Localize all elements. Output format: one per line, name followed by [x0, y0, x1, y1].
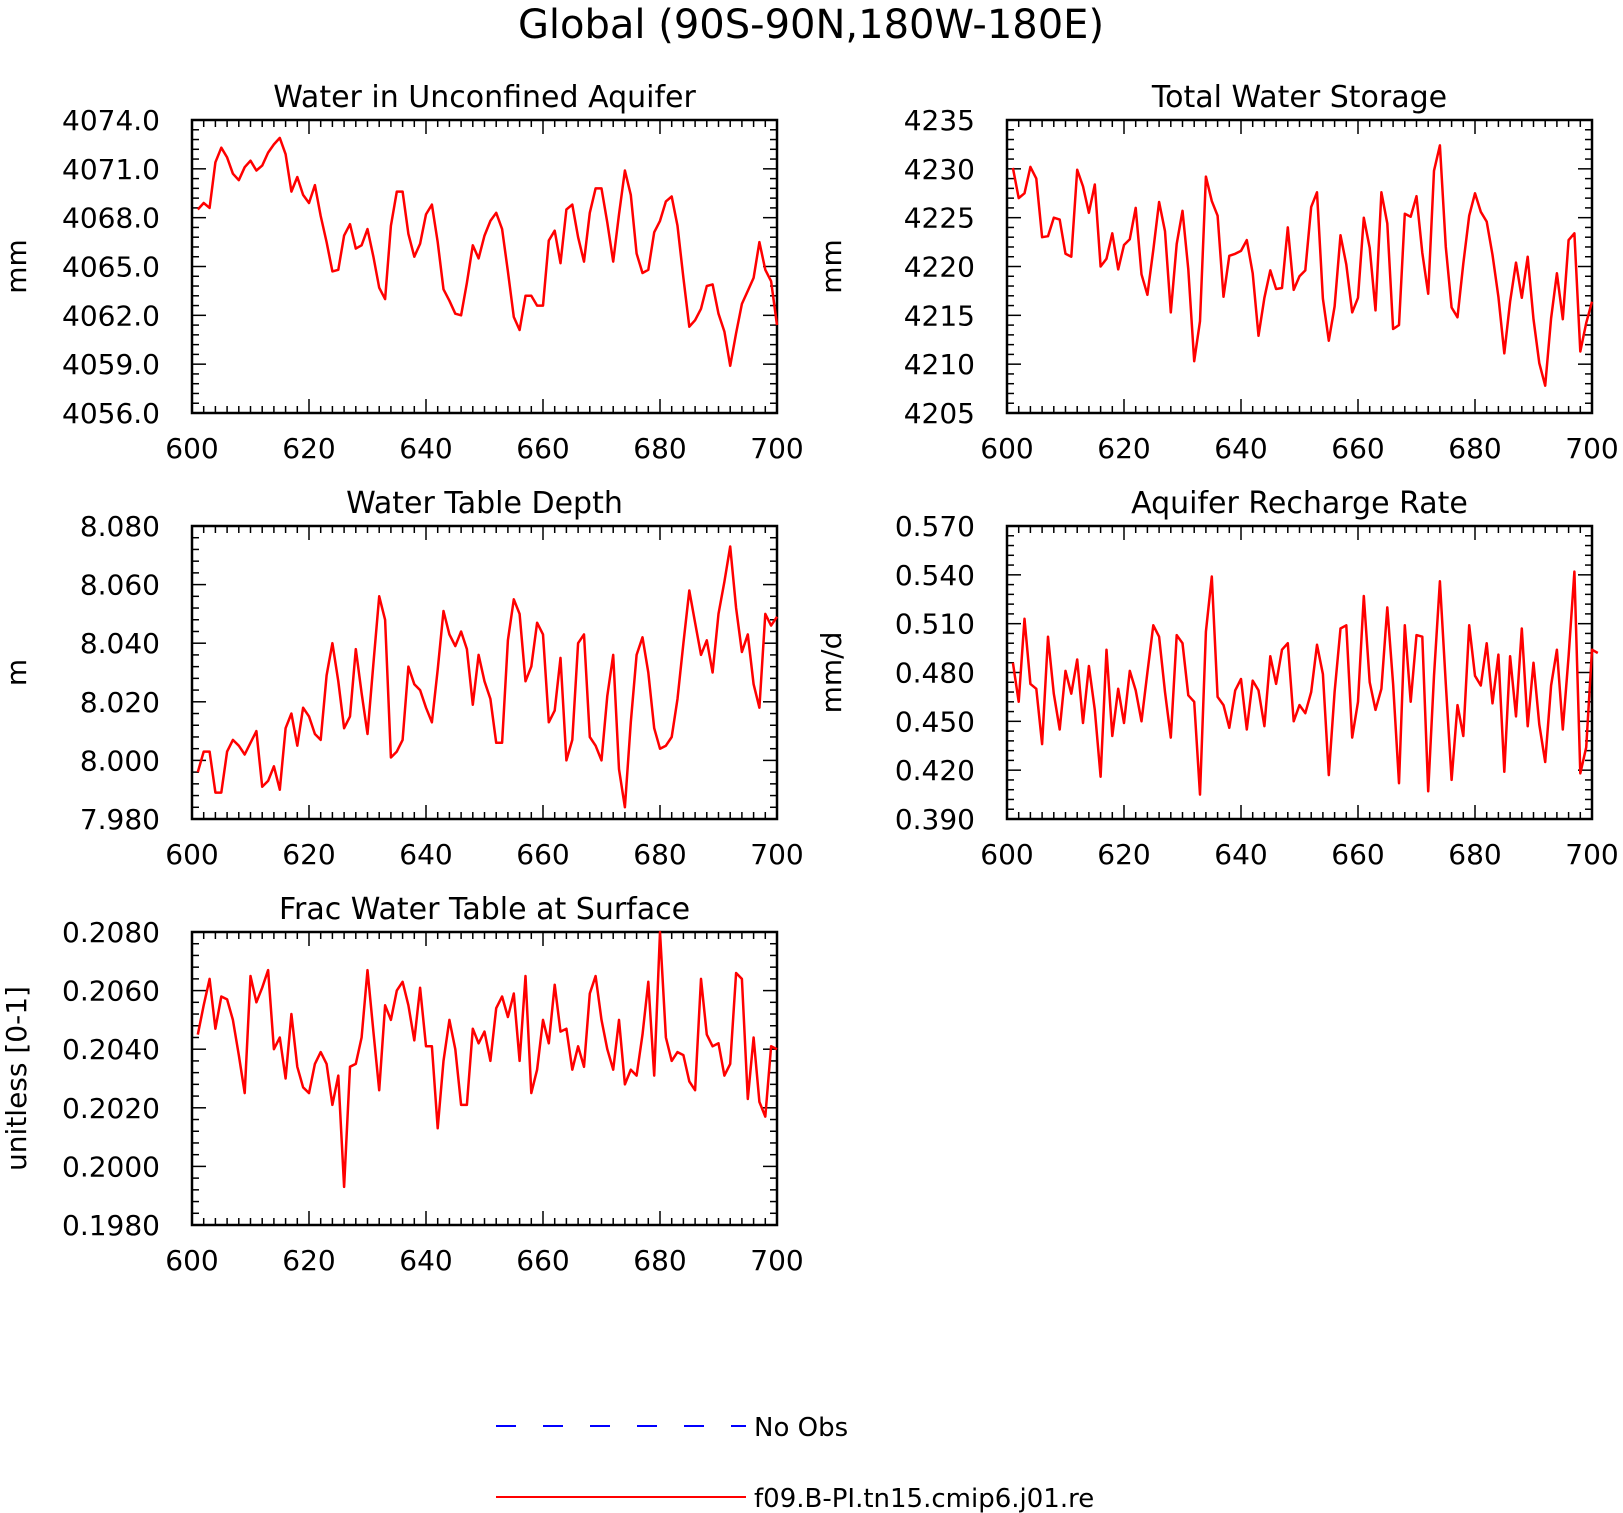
y-tick-label: 0.2080	[62, 916, 160, 949]
y-tick-label: 4220	[904, 251, 975, 284]
y-tick-label: 0.2000	[62, 1150, 160, 1183]
y-tick-label: 0.2020	[62, 1092, 160, 1125]
series-line-model	[196, 930, 778, 1189]
x-tick-label: 680	[633, 838, 686, 871]
x-tick-label: 680	[1448, 838, 1501, 871]
x-tick-label: 660	[516, 432, 569, 465]
y-tick-label: 7.980	[80, 803, 160, 836]
x-tick-label: 700	[750, 838, 803, 871]
x-tick-label: 620	[282, 1244, 335, 1277]
y-tick-label: 4056.0	[62, 397, 160, 430]
x-tick-label: 620	[1097, 838, 1150, 871]
x-tick-label: 600	[165, 1244, 218, 1277]
legend-label-obs: No Obs	[754, 1413, 848, 1443]
y-tick-label: 0.2040	[62, 1033, 160, 1066]
y-tick-label: 4215	[904, 299, 975, 332]
figure-title: Global (90S-90N,180W-180E)	[518, 2, 1104, 48]
chart-title: Aquifer Recharge Rate	[1131, 486, 1468, 521]
y-tick-label: 0.480	[895, 657, 975, 690]
y-tick-label: 8.000	[80, 744, 160, 777]
x-tick-label: 680	[1448, 432, 1501, 465]
x-tick-label: 660	[516, 838, 569, 871]
y-tick-label: 4071.0	[62, 153, 160, 186]
y-tick-label: 0.510	[895, 608, 975, 641]
x-tick-label: 600	[980, 432, 1033, 465]
y-tick-label: 8.020	[80, 686, 160, 719]
plot-frame	[1005, 118, 1594, 415]
legend-label-model: f09.B-PI.tn15.cmip6.j01.re	[754, 1484, 1094, 1513]
y-tick-label: 4059.0	[62, 348, 160, 381]
legend: No Obs f09.B-PI.tn15.cmip6.j01.re	[496, 1413, 1094, 1513]
series-line-model	[196, 545, 779, 809]
y-axis-label: mm	[815, 239, 848, 294]
y-tick-label: 4062.0	[62, 299, 160, 332]
y-axis-label: unitless [0-1]	[0, 986, 33, 1171]
plot-frame	[1005, 524, 1594, 821]
chart-panel-2: Total Water Storage mm 600 620 640 660 680 700 4…	[815, 80, 1619, 465]
chart-panel-3: Water Table Depth m 600 620 640 660 680 700 7.98…	[0, 486, 804, 871]
chart-panel-5: Frac Water Table at Surface unitless [0-1…	[0, 892, 804, 1277]
y-tick-label: 0.1980	[62, 1209, 160, 1242]
x-tick-label: 660	[1331, 838, 1384, 871]
chart-panel-4: Aquifer Recharge Rate mm/d 600 620 640 660 680…	[815, 486, 1619, 871]
y-tick-label: 4210	[904, 348, 975, 381]
x-tick-label: 700	[1565, 432, 1618, 465]
y-tick-label: 0.570	[895, 510, 975, 543]
x-tick-label: 700	[750, 1244, 803, 1277]
y-tick-label: 0.450	[895, 705, 975, 738]
series-line-model	[1011, 144, 1594, 387]
y-tick-label: 4230	[904, 153, 975, 186]
y-axis-label: mm	[0, 239, 33, 294]
x-tick-label: 660	[516, 1244, 569, 1277]
y-axis-label: mm/d	[815, 632, 848, 714]
y-tick-label: 4235	[904, 104, 975, 137]
x-tick-label: 620	[282, 838, 335, 871]
x-tick-label: 660	[1331, 432, 1384, 465]
panels: Water in Unconfined Aquifer mm 600 620 640 66…	[0, 80, 1619, 1277]
series-line-model	[196, 136, 779, 368]
x-tick-label: 700	[750, 432, 803, 465]
x-tick-label: 600	[165, 432, 218, 465]
x-tick-label: 680	[633, 432, 686, 465]
x-tick-label: 600	[980, 838, 1033, 871]
x-tick-label: 640	[1214, 432, 1267, 465]
x-tick-label: 640	[399, 1244, 452, 1277]
y-tick-label: 4068.0	[62, 202, 160, 235]
y-tick-label: 4205	[904, 397, 975, 430]
y-axis-label: m	[0, 659, 33, 686]
x-tick-label: 620	[1097, 432, 1150, 465]
y-tick-label: 4065.0	[62, 251, 160, 284]
y-tick-label: 8.080	[80, 510, 160, 543]
plot-frame	[190, 118, 779, 415]
x-tick-label: 700	[1565, 838, 1618, 871]
plot-frame	[190, 524, 779, 821]
y-tick-label: 4074.0	[62, 104, 160, 137]
chart-title: Total Water Storage	[1151, 80, 1447, 115]
chart-title: Water Table Depth	[346, 486, 623, 521]
x-tick-label: 600	[165, 838, 218, 871]
y-tick-label: 0.390	[895, 803, 975, 836]
x-tick-label: 640	[399, 838, 452, 871]
y-tick-label: 4225	[904, 202, 975, 235]
y-tick-label: 0.420	[895, 754, 975, 787]
y-tick-label: 0.540	[895, 559, 975, 592]
y-tick-label: 8.060	[80, 569, 160, 602]
chart-panel-1: Water in Unconfined Aquifer mm 600 620 640 66…	[0, 80, 804, 465]
y-tick-label: 0.2060	[62, 975, 160, 1008]
x-tick-label: 640	[399, 432, 452, 465]
chart-title: Water in Unconfined Aquifer	[273, 80, 696, 115]
chart-title: Frac Water Table at Surface	[279, 892, 690, 927]
x-tick-label: 620	[282, 432, 335, 465]
x-tick-label: 640	[1214, 838, 1267, 871]
series-line-model	[1011, 570, 1599, 796]
x-tick-label: 680	[633, 1244, 686, 1277]
y-tick-label: 8.040	[80, 627, 160, 660]
